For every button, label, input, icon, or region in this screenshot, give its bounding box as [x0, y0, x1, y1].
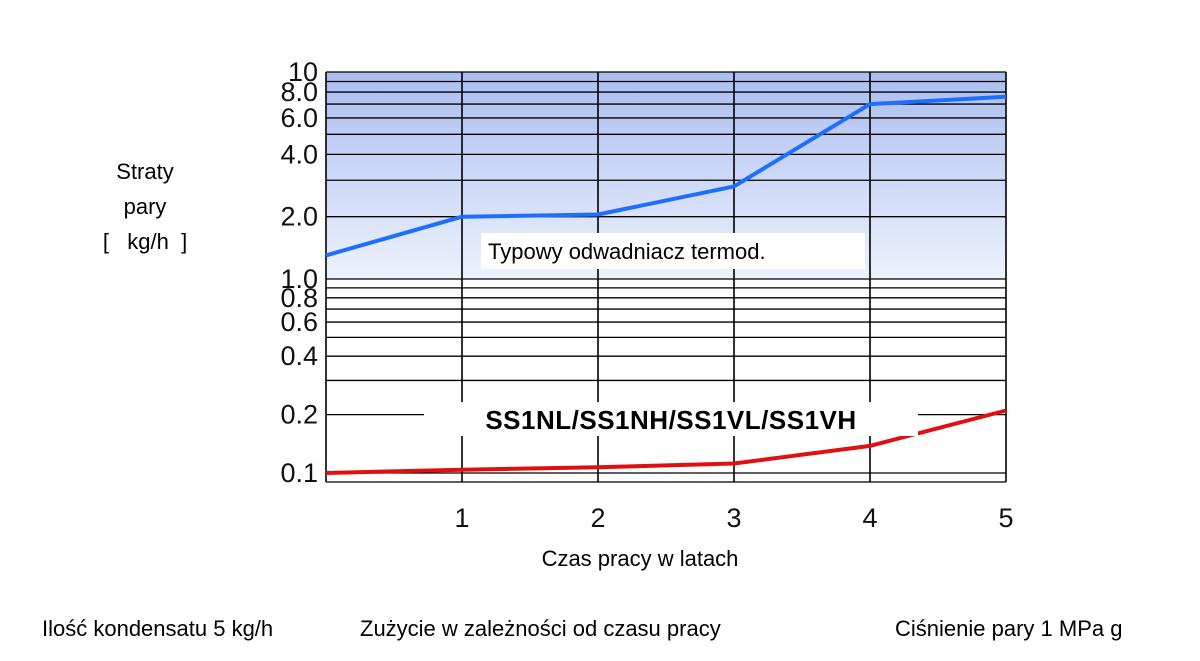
footer-chart-caption: Zużycie w zależności od czasu pracy	[360, 616, 721, 641]
series-2-label-box	[424, 402, 918, 436]
y-tick-label: 0.2	[280, 400, 318, 430]
footer-condensate-amount: Ilość kondensatu 5 kg/h	[42, 616, 274, 641]
series-line-2	[325, 408, 1007, 475]
x-tick-label: 1	[454, 503, 469, 533]
y-tick-label: 0.4	[280, 341, 318, 371]
y-tick-label: 10	[288, 57, 318, 87]
y-tick-label: 6.0	[280, 103, 318, 133]
x-tick-labels: 1 2 3 4 5	[454, 503, 1013, 533]
y-tick-labels: 108.06.0 4.0 2.0 1.00.80.6 0.4 0.2 0.1	[280, 57, 318, 488]
x-tick-label: 4	[862, 503, 877, 533]
footer-steam-pressure: Ciśnienie pary 1 MPa g	[895, 616, 1123, 641]
y-axis-title-line-1: Straty	[116, 159, 174, 184]
grid-lines	[325, 71, 1007, 483]
y-tick-label: 2.0	[280, 202, 318, 232]
series-2-label: SS1NL/SS1NH/SS1VL/SS1VH	[485, 405, 856, 435]
x-tick-label: 5	[998, 503, 1013, 533]
x-axis-title: Czas pracy w latach	[542, 546, 739, 571]
y-axis-title-line-2: pary	[123, 194, 167, 219]
series-lines	[325, 94, 1007, 475]
y-tick-label: 4.0	[280, 139, 318, 169]
y-tick-label: 8.0	[280, 77, 318, 107]
y-tick-label: 0.1	[280, 458, 318, 488]
series-line-1	[325, 94, 1007, 258]
y-tick-label: 1.0	[280, 264, 318, 294]
x-tick-label: 3	[726, 503, 741, 533]
y-tick-label: 0.6	[280, 307, 318, 337]
series-1-label: Typowy odwadniacz termod.	[488, 239, 766, 264]
series-1-label-box	[481, 233, 865, 269]
y-tick-label: 0.8	[280, 283, 318, 313]
series-labels: Typowy odwadniacz termod. SS1NL/SS1NH/SS1…	[424, 233, 918, 436]
y-axis-title-line-3: [ kg/h ]	[102, 229, 188, 254]
x-tick-label: 2	[590, 503, 605, 533]
